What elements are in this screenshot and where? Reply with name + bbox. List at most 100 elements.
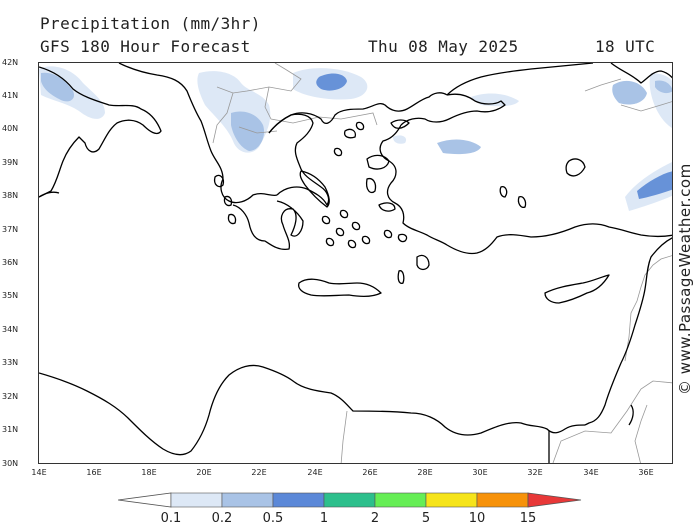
- precip-area: [231, 111, 265, 151]
- legend-swatch: [221, 492, 274, 508]
- coastline: [416, 254, 430, 271]
- forecast-subtitle: GFS 180 Hour Forecast: [40, 37, 251, 56]
- coastline: [223, 195, 233, 207]
- lon-label: 30E: [472, 468, 488, 477]
- legend-swatch: [170, 492, 223, 508]
- coastline: [343, 128, 357, 139]
- lat-label: 37N: [2, 225, 19, 234]
- coastline: [365, 177, 377, 194]
- coastline: [39, 191, 60, 198]
- lon-label: 16E: [86, 468, 102, 477]
- precip-area: [41, 72, 75, 102]
- coastline: [610, 63, 672, 84]
- coastline: [39, 66, 162, 198]
- legend-label: 10: [468, 511, 486, 526]
- lat-label: 30N: [2, 459, 19, 468]
- coastline: [335, 227, 345, 237]
- country-borders: [212, 63, 672, 463]
- legend-swatch: [272, 492, 325, 508]
- precip-area: [316, 73, 347, 91]
- coastline: [213, 174, 225, 188]
- coastline: [268, 92, 448, 134]
- map-canvas: [39, 63, 672, 463]
- coastline: [565, 158, 586, 177]
- border-line: [584, 78, 622, 92]
- legend-label: 2: [370, 511, 380, 526]
- coastline: [628, 404, 634, 426]
- coastline: [499, 185, 508, 198]
- lon-label: 24E: [307, 468, 323, 477]
- coastline: [378, 202, 396, 212]
- lon-label: 26E: [362, 468, 378, 477]
- lon-label: 32E: [527, 468, 543, 477]
- coastline: [325, 237, 335, 247]
- legend-arrow-right: [527, 492, 582, 508]
- precip-area: [655, 80, 672, 94]
- lat-label: 40N: [2, 124, 19, 133]
- legend-label: 0.2: [211, 511, 233, 526]
- border-line: [264, 86, 378, 126]
- coastline: [397, 233, 408, 243]
- coastline: [446, 63, 594, 96]
- lat-label: 32N: [2, 392, 19, 401]
- legend-arrow-left: [118, 492, 172, 508]
- lat-label: 31N: [2, 425, 19, 434]
- precip-area: [393, 135, 407, 144]
- precip-area: [637, 171, 672, 199]
- border-line: [212, 92, 234, 144]
- coastline: [321, 215, 331, 225]
- coastline: [339, 209, 349, 219]
- legend-swatch: [425, 492, 478, 508]
- coastline: [584, 237, 672, 426]
- lat-label: 36N: [2, 258, 19, 267]
- border-line: [340, 410, 348, 463]
- coastline: [544, 274, 610, 304]
- coastline: [397, 270, 405, 285]
- coastlines: [39, 63, 672, 463]
- coastline: [355, 121, 365, 131]
- lat-label: 38N: [2, 191, 19, 200]
- coastline: [383, 229, 393, 239]
- border-line: [552, 380, 672, 463]
- coastline: [347, 239, 357, 249]
- lon-label: 14E: [31, 468, 47, 477]
- border-line: [620, 101, 672, 112]
- legend-label: 0.1: [160, 511, 182, 526]
- legend-swatch: [374, 492, 427, 508]
- coastline: [361, 235, 371, 245]
- coastline: [400, 93, 506, 126]
- legend-label: 1: [319, 511, 329, 526]
- coastline: [517, 195, 527, 209]
- lat-label: 34N: [2, 325, 19, 334]
- border-line: [216, 63, 302, 94]
- coastline: [39, 364, 586, 456]
- coastline: [379, 124, 672, 255]
- legend-label: 0.5: [262, 511, 284, 526]
- coastline: [333, 147, 343, 157]
- forecast-time: 18 UTC: [595, 37, 656, 56]
- coastline: [351, 221, 361, 231]
- legend-swatch: [323, 492, 376, 508]
- coastline: [366, 154, 390, 170]
- forecast-date: Thu 08 May 2025: [368, 37, 519, 56]
- watermark-text: © www.PassageWeather.com: [676, 163, 694, 395]
- lat-label: 35N: [2, 291, 19, 300]
- coastline: [390, 119, 410, 129]
- legend-label: 5: [421, 511, 431, 526]
- coastline: [118, 63, 278, 204]
- border-line: [624, 255, 672, 362]
- legend-swatch: [476, 492, 529, 508]
- lat-label: 42N: [2, 58, 19, 67]
- border-line: [634, 404, 648, 463]
- coastline: [227, 213, 237, 225]
- map-title: Precipitation (mm/3hr): [40, 14, 261, 33]
- lat-label: 39N: [2, 158, 19, 167]
- coastline: [299, 170, 330, 208]
- lon-label: 28E: [417, 468, 433, 477]
- precip-area: [612, 80, 647, 105]
- precip-area: [471, 93, 519, 107]
- lat-label: 33N: [2, 358, 19, 367]
- lon-label: 36E: [638, 468, 654, 477]
- precipitation-map: [38, 62, 673, 464]
- lon-label: 18E: [141, 468, 157, 477]
